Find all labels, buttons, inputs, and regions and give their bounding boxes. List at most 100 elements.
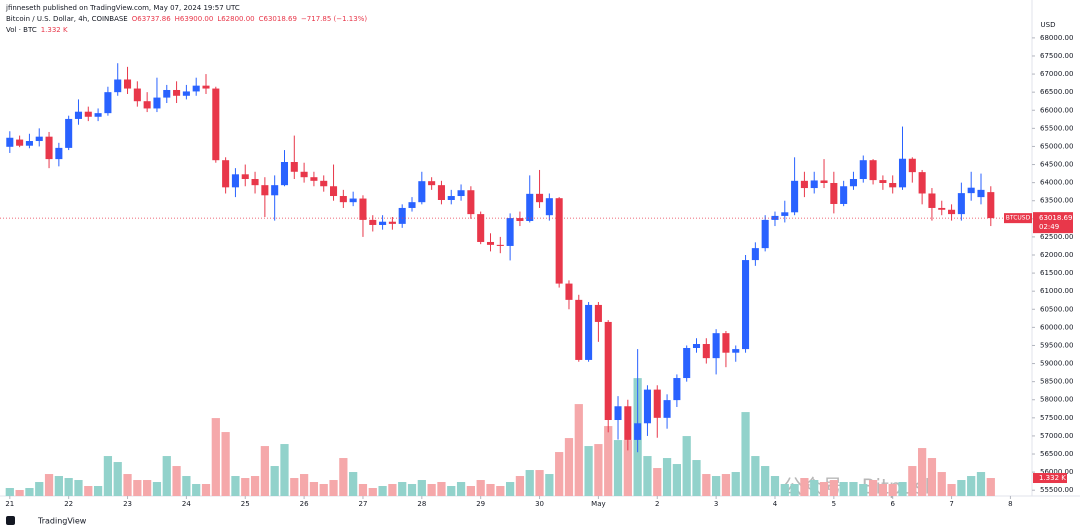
volume-bar bbox=[113, 462, 122, 496]
volume-bar bbox=[525, 470, 534, 496]
candle-body bbox=[634, 423, 642, 440]
candle-body bbox=[555, 198, 563, 284]
volume-bar bbox=[672, 464, 682, 496]
x-tick-label: 2 bbox=[655, 500, 659, 508]
volume-bar bbox=[5, 488, 14, 496]
volume-bar bbox=[967, 476, 976, 496]
volume-bar bbox=[339, 458, 348, 496]
volume-bar bbox=[211, 418, 220, 496]
legend-row: Bitcoin / U.S. Dollar, 4h, COINBASE O6373… bbox=[6, 14, 371, 25]
volume-title: Vol · BTC bbox=[6, 26, 37, 34]
x-tick-label: 3 bbox=[714, 500, 718, 508]
candle-body bbox=[948, 209, 956, 215]
y-tick-label: 61500.00 bbox=[1040, 269, 1073, 277]
chart-title: Bitcoin / U.S. Dollar, 4h, COINBASE bbox=[6, 15, 128, 23]
volume-bar bbox=[417, 480, 426, 496]
candle-body bbox=[761, 219, 769, 249]
brand-logo bbox=[6, 516, 15, 525]
y-tick-label: 57000.00 bbox=[1040, 432, 1073, 440]
candle-body bbox=[123, 79, 132, 89]
volume-tag bbox=[1033, 473, 1067, 484]
candle-body bbox=[379, 221, 387, 225]
volume-bar bbox=[466, 486, 475, 496]
x-tick-label: 28 bbox=[417, 500, 426, 508]
volume-bar bbox=[201, 484, 211, 496]
y-tick-label: 58500.00 bbox=[1040, 378, 1073, 386]
volume-bar bbox=[908, 466, 917, 496]
volume-bar bbox=[25, 488, 34, 496]
volume-bar bbox=[368, 488, 377, 496]
y-tick-label: 55500.00 bbox=[1040, 486, 1073, 494]
volume-bar bbox=[192, 484, 201, 496]
volume-bar bbox=[486, 484, 495, 496]
volume-bar bbox=[84, 486, 93, 496]
y-tick-label: 68000.00 bbox=[1040, 34, 1073, 42]
volume-bar bbox=[44, 474, 54, 496]
candle-body bbox=[173, 89, 181, 96]
candle-body bbox=[526, 193, 534, 221]
candle-body bbox=[751, 248, 759, 261]
candle-body bbox=[153, 97, 161, 109]
x-tick-label: 25 bbox=[241, 500, 250, 508]
candle-body bbox=[712, 333, 720, 359]
volume-bar bbox=[299, 474, 309, 496]
candle-body bbox=[310, 177, 318, 181]
candle-body bbox=[133, 88, 141, 102]
candle-body bbox=[222, 160, 230, 188]
volume-bar bbox=[898, 482, 907, 496]
volume-bar bbox=[937, 472, 946, 496]
volume-bar bbox=[819, 482, 829, 496]
candle-body bbox=[261, 185, 269, 196]
candle-body bbox=[692, 344, 701, 348]
candle-body bbox=[84, 111, 92, 117]
candle-body bbox=[55, 147, 63, 160]
candle-body bbox=[320, 180, 328, 187]
volume-bar bbox=[761, 466, 770, 496]
volume-bar bbox=[918, 448, 927, 496]
volume-bar bbox=[221, 432, 230, 496]
y-tick-label: 61000.00 bbox=[1040, 287, 1073, 295]
candle-body bbox=[722, 333, 730, 353]
x-tick-label: 26 bbox=[300, 500, 309, 508]
candle-body bbox=[398, 207, 406, 224]
volume-bar bbox=[35, 482, 44, 496]
candle-body bbox=[702, 344, 710, 359]
candle-body bbox=[977, 189, 985, 198]
candle-body bbox=[536, 193, 544, 203]
volume-bar bbox=[280, 444, 289, 496]
volume-bar bbox=[731, 472, 740, 496]
y-tick-label: 59500.00 bbox=[1040, 341, 1073, 349]
volume-bar bbox=[770, 476, 780, 496]
candle-body bbox=[506, 218, 514, 246]
candle-body bbox=[565, 283, 573, 300]
volume-bar bbox=[407, 484, 417, 496]
candle-body bbox=[447, 196, 455, 200]
y-tick-label: 66000.00 bbox=[1040, 106, 1073, 114]
volume-bar bbox=[349, 472, 358, 496]
candle-body bbox=[791, 180, 799, 213]
candle-body bbox=[241, 174, 249, 180]
x-tick-label: 7 bbox=[949, 500, 953, 508]
y-tick-label: 67500.00 bbox=[1040, 52, 1073, 60]
x-tick-label: 5 bbox=[832, 500, 836, 508]
volume-bar bbox=[868, 480, 878, 496]
brand: TradingView bbox=[37, 517, 87, 526]
volume-bar bbox=[535, 470, 544, 496]
volume-bar bbox=[64, 478, 73, 496]
y-tick-label: 67000.00 bbox=[1040, 70, 1073, 78]
ohlc: O63737.86 bbox=[131, 15, 171, 23]
candle-body bbox=[428, 181, 436, 186]
volume-bar bbox=[986, 478, 995, 496]
candle-body bbox=[957, 193, 965, 215]
candle-body bbox=[496, 244, 504, 246]
candle-body bbox=[859, 160, 867, 180]
candle-body bbox=[192, 85, 200, 92]
candle-body bbox=[104, 92, 112, 114]
volume-bar bbox=[182, 476, 191, 496]
candle-body bbox=[908, 158, 916, 173]
candle-body bbox=[388, 221, 396, 224]
x-tick-label: 27 bbox=[359, 500, 368, 508]
volume-bar bbox=[643, 456, 652, 496]
y-tick-label: 56000.00 bbox=[1040, 468, 1073, 476]
